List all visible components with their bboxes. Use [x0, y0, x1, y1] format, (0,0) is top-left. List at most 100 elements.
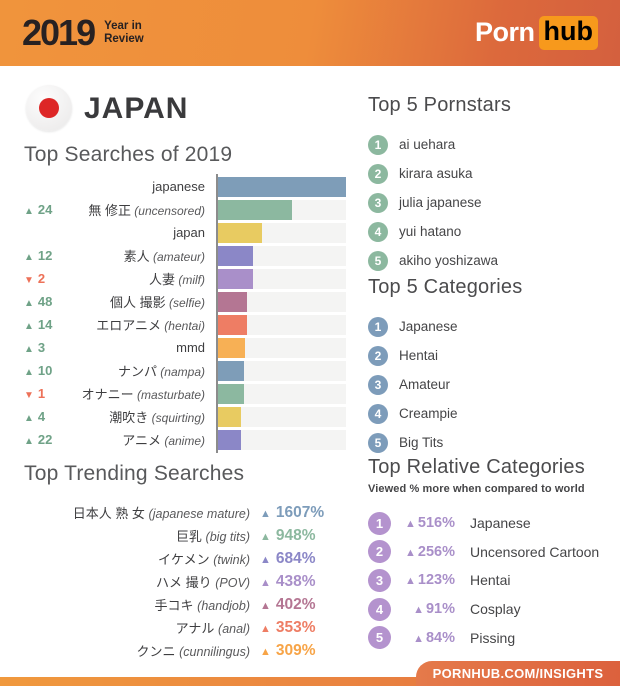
search-term-text: mmd: [176, 340, 205, 355]
trending-term: 日本人 熟 女 (japanese mature): [24, 503, 250, 522]
rank-change: ▲ 3: [24, 340, 74, 355]
pornstar-name: julia japanese: [399, 195, 482, 210]
bar-track: [218, 176, 346, 197]
search-term-translation: (nampa): [156, 365, 205, 379]
pornstar-name: kirara asuka: [399, 166, 473, 181]
rank-change-value: 12: [37, 248, 53, 263]
search-term: アニメ (anime): [74, 430, 214, 449]
pornstar-item: 4 yui hatano: [368, 217, 612, 246]
rank-change: ▲ 22: [24, 432, 74, 447]
trending-term-translation: (POV): [215, 576, 250, 590]
bar-fill: [218, 383, 244, 404]
rank-change: ▲ 12: [24, 248, 74, 263]
rank-number-badge: 3: [368, 374, 388, 395]
search-term-text: 個人 撮影: [110, 295, 166, 310]
category-item: 4 Creampie: [368, 399, 612, 428]
search-row: ▲ 12 素人 (amateur): [24, 244, 346, 267]
category-item: 3 Amateur: [368, 370, 612, 399]
trending-percent-value: 353%: [275, 618, 316, 636]
search-term-translation: (masturbate): [133, 388, 205, 402]
categories-section: Top 5 Categories 1 Japanese 2 Hentai 3 Amateu…: [368, 276, 612, 457]
trending-term-translation: (japanese mature): [148, 507, 250, 521]
relative-percent: ▲ 123%: [391, 572, 455, 588]
trend-up-icon: ▲: [405, 518, 416, 531]
rank-change: ▲ 14: [24, 317, 74, 332]
pornstars-title: Top 5 Pornstars: [368, 94, 512, 116]
header-bar: 2019 Year in Review Porn hub: [0, 0, 620, 66]
rank-number-badge: 4: [368, 403, 388, 424]
trending-term-text: 巨乳: [175, 529, 206, 544]
relative-percent: ▲ 516%: [391, 515, 455, 531]
rank-change: ▲ 10: [24, 363, 74, 378]
search-term-translation: (squirting): [148, 411, 205, 425]
rank-number-badge: 4: [368, 221, 388, 242]
trending-term-text: イケメン: [157, 552, 214, 567]
search-term: 素人 (amateur): [74, 246, 214, 265]
relative-categories-subtitle: Viewed % more when compared to world: [368, 483, 585, 495]
search-row: japan: [24, 221, 346, 244]
subtitle-line1: Year in: [104, 20, 142, 33]
trend-up-icon: ▲: [260, 622, 271, 635]
pornstar-item: 5 akiho yoshizawa: [368, 246, 612, 275]
trend-up-icon: ▲: [260, 553, 271, 566]
category-item: 5 Big Tits: [368, 428, 612, 457]
trend-up-icon: ▲: [260, 645, 271, 658]
rank-number-badge: 2: [368, 345, 388, 366]
relative-percent-value: 84%: [425, 629, 455, 646]
search-term-text: 無 修正: [88, 203, 131, 218]
trending-section: Top Trending Searches 日本人 熟 女 (japanese …: [24, 462, 354, 662]
trending-term-translation: (big tits): [205, 530, 250, 544]
bar-fill: [218, 337, 245, 358]
relative-categories-list: 1 ▲ 516% Japanese 2 ▲ 256% Uncensored Cartoon 3 ▲…: [368, 509, 612, 652]
search-row: ▼ 2 人妻 (milf): [24, 267, 346, 290]
category-name: Amateur: [399, 377, 451, 392]
category-name: Creampie: [399, 406, 458, 421]
chart-axis-line: [216, 174, 218, 453]
trending-percent: ▲ 684%: [250, 550, 354, 568]
relative-categories-section: Top Relative Categories Viewed % more wh…: [368, 456, 612, 652]
search-row: ▲ 22 アニメ (anime): [24, 428, 346, 451]
trend-up-icon: ▲: [405, 546, 416, 559]
rank-up-icon: ▲: [24, 344, 34, 355]
search-term-text: オナニー: [81, 387, 134, 402]
trending-rows: 日本人 熟 女 (japanese mature) ▲ 1607% 巨乳 (big t…: [24, 501, 354, 662]
trending-percent-value: 402%: [275, 595, 316, 613]
bar-fill: [218, 291, 248, 312]
search-term: japanese: [74, 179, 214, 194]
rank-number-badge: 1: [368, 134, 388, 155]
rank-number-badge: 4: [368, 597, 391, 621]
search-term: ナンパ (nampa): [74, 361, 214, 380]
relative-category-item: 1 ▲ 516% Japanese: [368, 509, 612, 538]
trending-term-text: 日本人 熟 女: [72, 506, 149, 521]
pornstar-name: akiho yoshizawa: [399, 253, 499, 268]
rank-number-badge: 5: [368, 432, 388, 453]
relative-category-name: Cosplay: [470, 601, 521, 618]
relative-percent-value: 256%: [417, 543, 455, 560]
search-term-translation: (hentai): [160, 319, 205, 333]
category-name: Hentai: [399, 348, 439, 363]
relative-category-name: Pissing: [470, 629, 516, 646]
search-row: ▲ 24 無 修正 (uncensored): [24, 198, 346, 221]
bar-fill: [218, 176, 346, 197]
trend-up-icon: ▲: [405, 575, 416, 588]
trending-row: 手コキ (handjob) ▲ 402%: [24, 593, 354, 616]
bar-track: [218, 314, 346, 335]
relative-category-item: 4 ▲ 91% Cosplay: [368, 595, 612, 624]
trend-up-icon: ▲: [413, 604, 424, 617]
rank-change-value: 48: [37, 294, 53, 309]
rank-up-icon: ▲: [24, 321, 34, 332]
bar-track: [218, 406, 346, 427]
pornstar-name: yui hatano: [399, 224, 462, 239]
bar-track: [218, 429, 346, 450]
search-term: オナニー (masturbate): [74, 384, 214, 403]
rank-change: ▲ 4: [24, 409, 74, 424]
rank-change-value: 22: [37, 432, 53, 447]
rank-change-value: 10: [37, 363, 53, 378]
rank-change-value: 1: [37, 386, 46, 401]
trending-percent-value: 684%: [275, 549, 316, 567]
search-term-text: アニメ: [122, 433, 161, 448]
rank-change: ▼ 2: [24, 271, 74, 286]
search-term-translation: (milf): [175, 273, 205, 287]
bar-fill: [218, 268, 253, 289]
